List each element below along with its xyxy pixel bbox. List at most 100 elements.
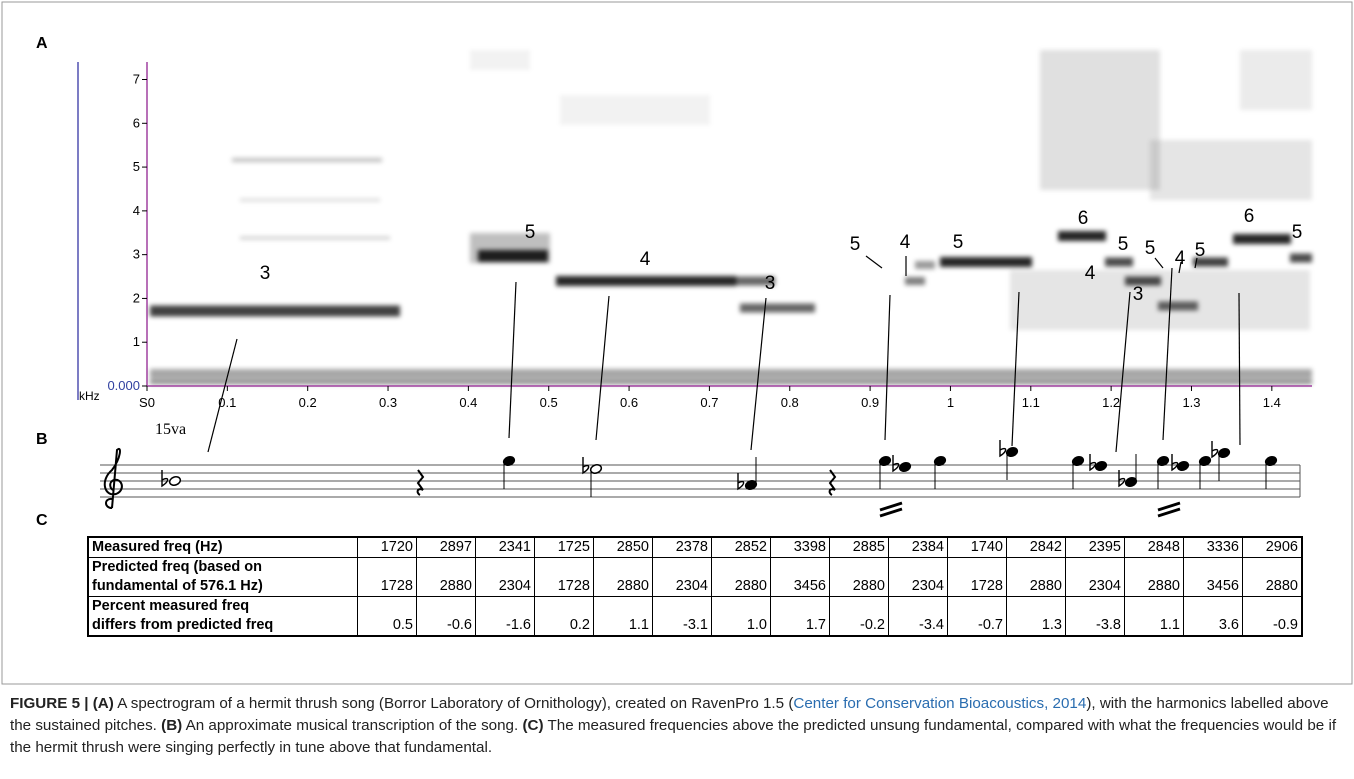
x-tick-label: 0.2 <box>299 395 317 410</box>
spectral-band <box>1058 231 1106 241</box>
row-label: Measured freq (Hz) <box>88 537 358 558</box>
cell: 2906 <box>1243 537 1303 558</box>
cell: 2880 <box>830 558 889 597</box>
cell: 1740 <box>948 537 1007 558</box>
spectral-band <box>240 199 380 202</box>
spectrogram <box>150 50 1312 384</box>
cell: 2880 <box>594 558 653 597</box>
flat <box>1119 470 1125 486</box>
row-label-line: fundamental of 576.1 Hz) <box>92 577 354 596</box>
y-tick-label: 7 <box>133 72 140 87</box>
ottava: 15va <box>155 421 186 438</box>
cell: 3398 <box>771 537 830 558</box>
cell: 2341 <box>476 537 535 558</box>
panel-label: B <box>36 431 48 448</box>
spectral-band <box>556 276 736 286</box>
spectral-band <box>1240 50 1312 110</box>
x-tick-label: 0.4 <box>459 395 477 410</box>
harmonic-label: 4 <box>900 232 911 253</box>
spectral-band <box>1040 50 1160 190</box>
cell: 1.1 <box>594 597 653 637</box>
row-label-line: differs from predicted freq <box>92 616 354 635</box>
caption-text: (B) <box>161 717 182 734</box>
x-tick-label: 1.2 <box>1102 395 1120 410</box>
row-label-line: Predicted freq (based on <box>92 558 354 577</box>
spectral-band <box>905 277 925 285</box>
flat <box>893 455 899 471</box>
spectral-band <box>150 306 400 317</box>
harmonic-label: 3 <box>260 263 271 284</box>
connector <box>866 256 882 268</box>
cell: 1728 <box>358 558 417 597</box>
cell: 1.7 <box>771 597 830 637</box>
row-label: Predicted freq (based onfundamental of 5… <box>88 558 358 597</box>
y-tick-label: 4 <box>133 203 140 218</box>
cell: 2880 <box>1125 558 1184 597</box>
harmonic-label: 6 <box>1244 206 1255 227</box>
cell: 1728 <box>535 558 594 597</box>
cell: 2880 <box>1007 558 1066 597</box>
cell: 2378 <box>653 537 712 558</box>
staff <box>100 440 1300 516</box>
spectral-band <box>560 95 710 125</box>
harmonic-label: 5 <box>1145 238 1156 259</box>
y-tick-label: 2 <box>133 290 140 305</box>
spectral-band <box>470 233 550 263</box>
cell: -0.6 <box>417 597 476 637</box>
y-unit: kHz <box>79 389 100 403</box>
cell: 1728 <box>948 558 1007 597</box>
cell: 2304 <box>476 558 535 597</box>
harmonic-label: 4 <box>1085 263 1096 284</box>
cell: 2304 <box>1066 558 1125 597</box>
treble-clef <box>105 449 122 508</box>
caption-text: FIGURE 5 | <box>10 695 93 712</box>
harmonic-label: 5 <box>1292 222 1303 243</box>
spectral-band <box>240 237 390 240</box>
note <box>1176 460 1189 471</box>
connector <box>509 282 516 438</box>
spectral-band <box>470 50 530 70</box>
cell: 3.6 <box>1184 597 1243 637</box>
harmonic-label: 5 <box>953 232 964 253</box>
harmonic-label: 5 <box>525 222 536 243</box>
table-row: Percent measured freqdiffers from predic… <box>88 597 1302 637</box>
spectral-band <box>740 304 815 313</box>
spectral-band <box>1233 234 1291 244</box>
x-tick-label: 1.4 <box>1263 395 1281 410</box>
spectral-band <box>232 158 382 162</box>
cell: -3.8 <box>1066 597 1125 637</box>
harmonic-label: 5 <box>1195 240 1206 261</box>
spectral-band <box>1010 270 1310 330</box>
cell: 3456 <box>771 558 830 597</box>
cell: -0.9 <box>1243 597 1303 637</box>
spectral-band <box>1290 254 1312 263</box>
y-tick-label: 6 <box>133 115 140 130</box>
cell: 1720 <box>358 537 417 558</box>
row-label-line: Measured freq (Hz) <box>92 538 354 557</box>
cell: 1.1 <box>1125 597 1184 637</box>
cell: 3336 <box>1184 537 1243 558</box>
cell: -3.1 <box>653 597 712 637</box>
cell: 2885 <box>830 537 889 558</box>
cell: -0.2 <box>830 597 889 637</box>
spectral-band <box>150 380 1312 384</box>
cell: 0.5 <box>358 597 417 637</box>
y-tick-label: 1 <box>133 334 140 349</box>
x-tick-label: 0.5 <box>540 395 558 410</box>
cell: 0.2 <box>535 597 594 637</box>
rest <box>418 470 423 495</box>
cell: 2850 <box>594 537 653 558</box>
y-tick-label: 0.000 <box>107 378 140 393</box>
caption-text: A spectrogram of a hermit thrush song (B… <box>114 695 794 712</box>
connector <box>596 296 609 440</box>
row-label: Percent measured freqdiffers from predic… <box>88 597 358 637</box>
spectral-band <box>940 257 1032 267</box>
y-tick-label: 5 <box>133 159 140 174</box>
note <box>1094 460 1107 471</box>
cell: 2848 <box>1125 537 1184 558</box>
x-tick-label: 0.9 <box>861 395 879 410</box>
x-tick-label: 1.1 <box>1022 395 1040 410</box>
cell: 1.0 <box>712 597 771 637</box>
x-tick-label: 1.3 <box>1182 395 1200 410</box>
